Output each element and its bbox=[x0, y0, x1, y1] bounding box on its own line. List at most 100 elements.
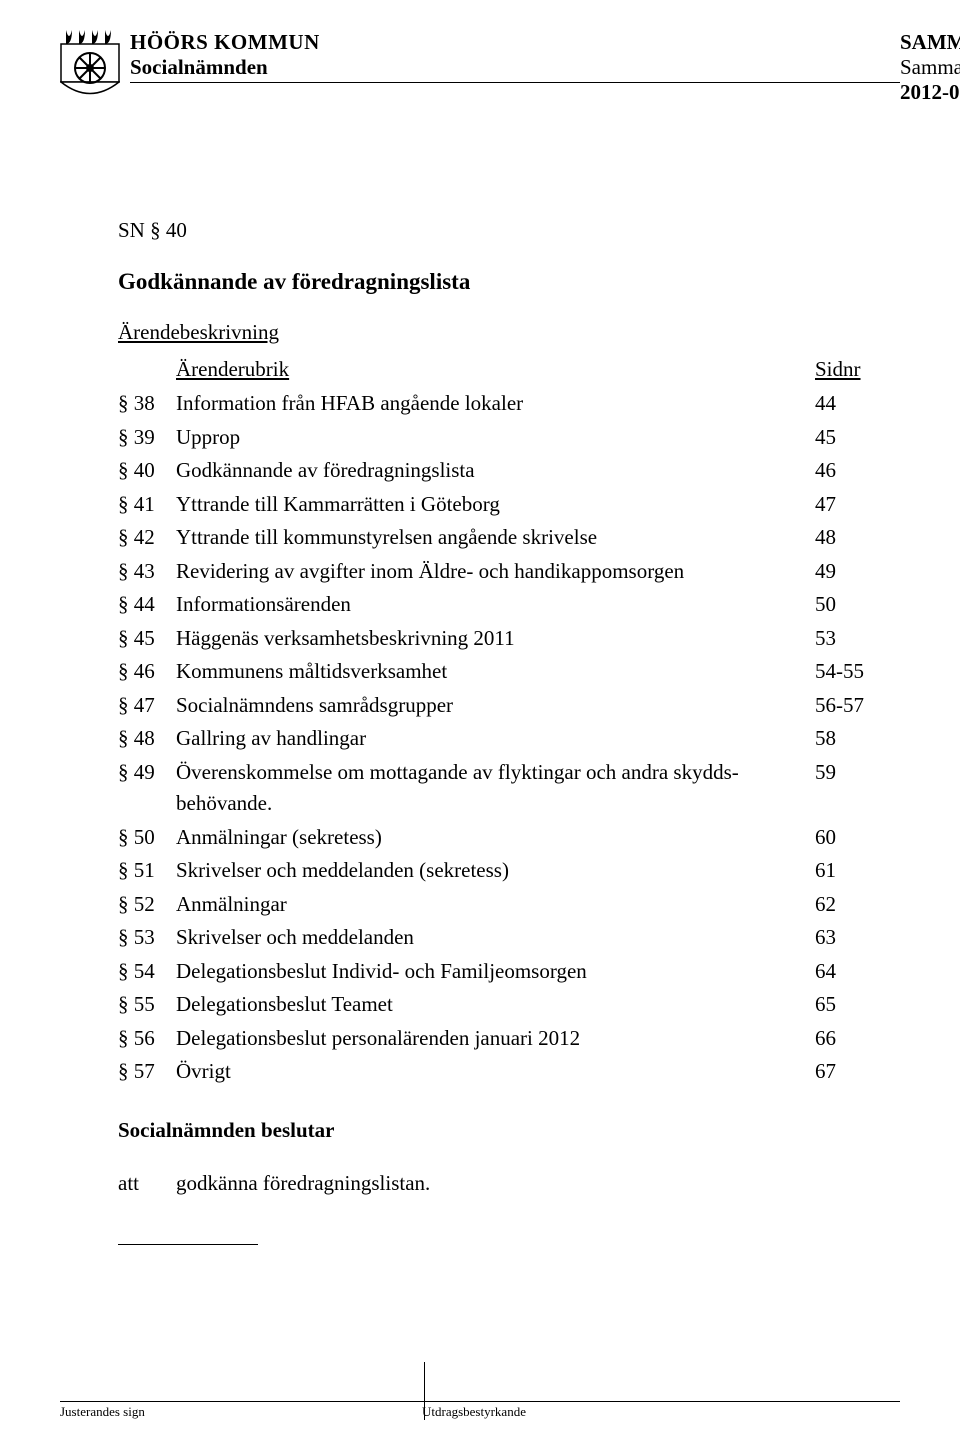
agenda-subtitle: Ärendebeskrivning bbox=[118, 317, 900, 349]
row-title: Godkännande av föredragningslista bbox=[176, 454, 815, 488]
row-title: Information från HFAB angående lokaler bbox=[176, 387, 815, 421]
table-row: § 41Yttrande till Kammarrätten i Götebor… bbox=[118, 488, 900, 522]
row-title: Delegationsbeslut personalärenden januar… bbox=[176, 1022, 815, 1056]
header-underline bbox=[130, 82, 900, 83]
row-number: § 51 bbox=[118, 854, 176, 888]
date-label: Sammanträdesdatum bbox=[900, 55, 960, 80]
table-row: § 40Godkännande av föredragningslista46 bbox=[118, 454, 900, 488]
table-row: § 55Delegationsbeslut Teamet65 bbox=[118, 988, 900, 1022]
table-row: § 48Gallring av handlingar58 bbox=[118, 722, 900, 756]
table-row: § 57Övrigt67 bbox=[118, 1055, 900, 1089]
kommun-name: HÖÖRS KOMMUN bbox=[130, 30, 900, 55]
municipal-crest-icon bbox=[60, 30, 120, 100]
row-page: 63 bbox=[815, 921, 900, 955]
header-left: HÖÖRS KOMMUN Socialnämnden bbox=[130, 30, 900, 105]
table-row: § 46Kommunens måltidsverksamhet54-55 bbox=[118, 655, 900, 689]
row-title: Informationsärenden bbox=[176, 588, 815, 622]
row-page: 62 bbox=[815, 888, 900, 922]
table-row: § 43Revidering av avgifter inom Äldre- o… bbox=[118, 555, 900, 589]
row-title: Socialnämndens samrådsgrupper bbox=[176, 689, 815, 723]
decision-row: att godkänna föredragningslistan. bbox=[118, 1168, 900, 1200]
row-number: § 55 bbox=[118, 988, 176, 1022]
row-number: § 42 bbox=[118, 521, 176, 555]
row-title: Yttrande till Kammarrätten i Göteborg bbox=[176, 488, 815, 522]
row-number: § 56 bbox=[118, 1022, 176, 1056]
row-number: § 43 bbox=[118, 555, 176, 589]
row-title: Revidering av avgifter inom Äldre- och h… bbox=[176, 555, 815, 589]
row-page: 64 bbox=[815, 955, 900, 989]
row-title: Delegationsbeslut Teamet bbox=[176, 988, 815, 1022]
row-number: § 54 bbox=[118, 955, 176, 989]
row-number: § 44 bbox=[118, 588, 176, 622]
row-page: 48 bbox=[815, 521, 900, 555]
row-page: 46 bbox=[815, 454, 900, 488]
row-title: Anmälningar (sekretess) bbox=[176, 821, 815, 855]
table-row: § 54Delegationsbeslut Individ- och Famil… bbox=[118, 955, 900, 989]
th-rubrik: Ärenderubrik bbox=[176, 357, 289, 381]
row-number: § 52 bbox=[118, 888, 176, 922]
agenda-table: Ärenderubrik Sidnr § 38Information från … bbox=[118, 353, 900, 1089]
row-number: § 40 bbox=[118, 454, 176, 488]
document-header: HÖÖRS KOMMUN Socialnämnden SAMMANTRÄDESP… bbox=[60, 30, 900, 105]
header-labels-row: Sammanträdesdatum Blad bbox=[900, 55, 960, 80]
row-page: 59 bbox=[815, 756, 900, 821]
row-page: 47 bbox=[815, 488, 900, 522]
row-title: Gallring av handlingar bbox=[176, 722, 815, 756]
table-row: § 56Delegationsbeslut personalärenden ja… bbox=[118, 1022, 900, 1056]
row-number: § 38 bbox=[118, 387, 176, 421]
footer-row: Justerandes sign Utdragsbestyrkande bbox=[60, 1404, 900, 1420]
row-number: § 47 bbox=[118, 689, 176, 723]
row-page: 60 bbox=[815, 821, 900, 855]
document-body: SN § 40 Godkännande av föredragningslist… bbox=[60, 215, 900, 1245]
row-title: Överenskommelse om mottagande av flyktin… bbox=[176, 756, 815, 821]
table-row: § 50Anmälningar (sekretess)60 bbox=[118, 821, 900, 855]
row-title: Häggenäs verksamhetsbeskrivning 2011 bbox=[176, 622, 815, 656]
row-page: 50 bbox=[815, 588, 900, 622]
footer-top-line bbox=[60, 1401, 900, 1402]
table-row: § 53Skrivelser och meddelanden63 bbox=[118, 921, 900, 955]
table-row: § 39Upprop45 bbox=[118, 421, 900, 455]
row-number: § 39 bbox=[118, 421, 176, 455]
row-page: 65 bbox=[815, 988, 900, 1022]
signature-line bbox=[118, 1244, 258, 1245]
protocol-title: SAMMANTRÄDESPROTOKOLL bbox=[900, 30, 960, 55]
row-title: Anmälningar bbox=[176, 888, 815, 922]
row-title: Övrigt bbox=[176, 1055, 815, 1089]
row-number: § 49 bbox=[118, 756, 176, 821]
row-title: Skrivelser och meddelanden bbox=[176, 921, 815, 955]
row-page: 58 bbox=[815, 722, 900, 756]
header-right: SAMMANTRÄDESPROTOKOLL Sammanträdesdatum … bbox=[900, 30, 960, 105]
table-row: § 42Yttrande till kommunstyrelsen angåen… bbox=[118, 521, 900, 555]
row-page: 49 bbox=[815, 555, 900, 589]
th-sidnr: Sidnr bbox=[815, 357, 861, 381]
page-footer: Justerandes sign Utdragsbestyrkande bbox=[60, 1401, 900, 1420]
decision-heading: Socialnämnden beslutar bbox=[118, 1115, 900, 1147]
row-number: § 46 bbox=[118, 655, 176, 689]
row-page: 56-57 bbox=[815, 689, 900, 723]
table-row: § 47Socialnämndens samrådsgrupper56-57 bbox=[118, 689, 900, 723]
row-page: 44 bbox=[815, 387, 900, 421]
table-row: § 38Information från HFAB angående lokal… bbox=[118, 387, 900, 421]
row-title: Kommunens måltidsverksamhet bbox=[176, 655, 815, 689]
table-row: § 45Häggenäs verksamhetsbeskrivning 2011… bbox=[118, 622, 900, 656]
row-title: Upprop bbox=[176, 421, 815, 455]
header-text-block: HÖÖRS KOMMUN Socialnämnden SAMMANTRÄDESP… bbox=[130, 30, 960, 105]
row-number: § 57 bbox=[118, 1055, 176, 1089]
header-values-row: 2012-03-08 46 bbox=[900, 80, 960, 105]
row-number: § 53 bbox=[118, 921, 176, 955]
row-title: Delegationsbeslut Individ- och Familjeom… bbox=[176, 955, 815, 989]
row-page: 45 bbox=[815, 421, 900, 455]
date-value: 2012-03-08 bbox=[900, 80, 960, 105]
row-number: § 41 bbox=[118, 488, 176, 522]
table-head-row: Ärenderubrik Sidnr bbox=[118, 353, 900, 388]
table-row: § 49Överenskommelse om mottagande av fly… bbox=[118, 756, 900, 821]
page: HÖÖRS KOMMUN Socialnämnden SAMMANTRÄDESP… bbox=[0, 0, 960, 1442]
footer-divider bbox=[424, 1362, 425, 1420]
row-number: § 45 bbox=[118, 622, 176, 656]
row-page: 54-55 bbox=[815, 655, 900, 689]
row-page: 67 bbox=[815, 1055, 900, 1089]
footer-right-label: Utdragsbestyrkande bbox=[420, 1404, 900, 1420]
agenda-title: Godkännande av föredragningslista bbox=[118, 265, 900, 300]
table-row: § 51Skrivelser och meddelanden (sekretes… bbox=[118, 854, 900, 888]
row-number: § 48 bbox=[118, 722, 176, 756]
